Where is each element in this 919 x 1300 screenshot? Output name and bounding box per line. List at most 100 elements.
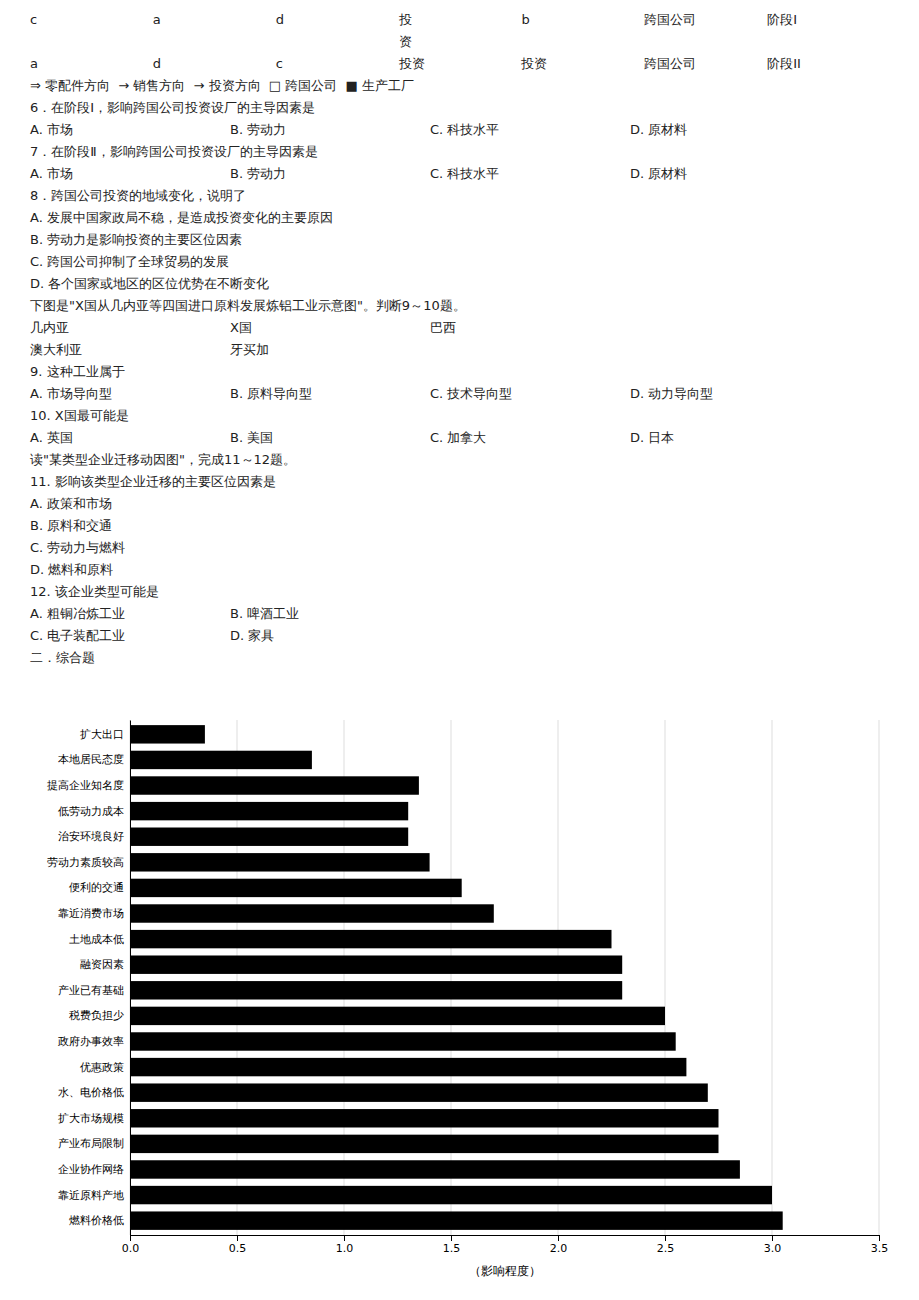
- annotation-line: A. 粗铜冶炼工业: [30, 606, 125, 621]
- grid-line: [558, 720, 559, 1235]
- bar: [130, 776, 419, 794]
- tick-label: 劳动力素质较高: [47, 856, 124, 869]
- bar: [130, 1007, 665, 1025]
- tick: 劳动力素质较高: [47, 856, 130, 869]
- tick: 水、电价格低: [58, 1086, 130, 1099]
- annotation-line: C. 技术导向型: [430, 386, 512, 401]
- annotation: A. 市场导向型: [30, 386, 112, 401]
- annotation-line: D. 原材料: [630, 122, 687, 137]
- annotation-line: 阶段II: [767, 56, 801, 71]
- annotation-line: X国: [230, 320, 252, 335]
- annotation-line: C. 劳动力与燃料: [30, 540, 125, 555]
- annotation-line: C. 科技水平: [430, 122, 499, 137]
- grid: [130, 720, 879, 1235]
- annotation: B. 啤酒工业: [230, 606, 299, 621]
- tick: 靠近原料产地: [58, 1189, 130, 1202]
- annotation: 下图是"X国从几内亚等四国进口原料发展炼铝工业示意图"。判断9～10题。: [30, 298, 466, 313]
- annotation-line: A. 市场导向型: [30, 386, 112, 401]
- x-axis-title: （影响程度）: [469, 1264, 541, 1278]
- annotation: A. 市场: [30, 122, 73, 137]
- bar: [130, 1135, 719, 1153]
- annotation: B. 原料和交通: [30, 518, 112, 533]
- grid-line: [130, 720, 131, 1235]
- annotation: A. 英国: [30, 430, 73, 445]
- bar: [130, 1160, 740, 1178]
- annotation-line: B. 劳动力: [230, 122, 286, 137]
- grid-line: [772, 720, 773, 1235]
- x-axis: 0.00.51.01.52.02.53.03.5: [122, 1235, 889, 1255]
- tick: 靠近消费市场: [58, 907, 130, 920]
- annotation-line: 二．综合题: [30, 650, 95, 665]
- tick-label: 水、电价格低: [58, 1086, 124, 1099]
- annotation-line: D. 日本: [630, 430, 674, 445]
- annotation: 几内亚: [30, 320, 69, 335]
- annotation-line: ⇒ 零配件方向 → 销售方向 → 投资方向 □ 跨国公司 ■ 生产工厂: [30, 78, 414, 93]
- tick-label: 政府办事效率: [58, 1035, 124, 1048]
- annotation-line: A. 发展中国家政局不稳，是造成投资变化的主要原因: [30, 210, 333, 225]
- tick: 企业协作网络: [58, 1163, 130, 1176]
- annotation: 阶段II: [767, 56, 801, 71]
- annotation: c: [30, 12, 37, 27]
- annotation: A. 市场: [30, 166, 73, 181]
- annotation-line: 投资: [520, 56, 547, 71]
- axis-line: [131, 1236, 880, 1242]
- tick-label: 低劳动力成本: [58, 805, 124, 818]
- annotation: B. 劳动力是影响投资的主要区位因素: [30, 232, 242, 247]
- annotation: B. 劳动力: [230, 166, 286, 181]
- tick: 2.0: [550, 1235, 568, 1255]
- tick-mark: [237, 1235, 238, 1241]
- tick-label: 融资因素: [80, 958, 124, 971]
- bar: [130, 930, 612, 948]
- annotation: 跨国公司: [644, 12, 696, 27]
- tick: 产业布局限制: [58, 1137, 130, 1150]
- annotation-line: c: [276, 56, 283, 71]
- annotation: ⇒ 零配件方向 → 销售方向 → 投资方向 □ 跨国公司 ■ 生产工厂: [30, 78, 414, 93]
- annotation-line: A. 英国: [30, 430, 73, 445]
- annotation: 10. X国最可能是: [30, 408, 129, 423]
- annotation: d: [276, 12, 284, 27]
- annotation: D. 原材料: [630, 166, 687, 181]
- annotation: a: [153, 12, 161, 27]
- annotation: d: [153, 56, 161, 71]
- annotation-line: D. 动力导向型: [630, 386, 713, 401]
- tick: 3.0: [764, 1235, 782, 1255]
- annotation-line: 澳大利亚: [30, 342, 82, 357]
- bar: [130, 904, 494, 922]
- annotation: D. 燃料和原料: [30, 562, 113, 577]
- annotation-line: 11. 影响该类型企业迁移的主要区位因素是: [30, 474, 276, 489]
- grid-line: [237, 720, 238, 1235]
- annotation-line: B. 啤酒工业: [230, 606, 299, 621]
- annotation: c: [276, 56, 283, 71]
- annotation-line: a: [153, 12, 161, 27]
- annotation-line: 下图是"X国从几内亚等四国进口原料发展炼铝工业示意图"。判断9～10题。: [30, 298, 466, 313]
- bar: [130, 853, 430, 871]
- annotation-line: C. 科技水平: [430, 166, 499, 181]
- bars: [130, 725, 783, 1230]
- annotation: 阶段I: [767, 12, 797, 27]
- annotations: cad投资b跨国公司阶段Iadc投资投资跨国公司阶段II⇒ 零配件方向 → 销售…: [30, 12, 801, 665]
- annotation: 澳大利亚: [30, 342, 82, 357]
- annotation-line: D. 各个国家或地区的区位优势在不断变化: [30, 276, 269, 291]
- tick: 本地居民态度: [58, 753, 130, 766]
- tick: 产业已有基础: [58, 984, 130, 997]
- annotation-line: D. 家具: [230, 628, 274, 643]
- annotation-line: C. 跨国公司抑制了全球贸易的发展: [30, 254, 229, 269]
- bar: [130, 1058, 686, 1076]
- tick-label: 3.5: [871, 1242, 889, 1255]
- annotation-line: B. 劳动力是影响投资的主要区位因素: [30, 232, 242, 247]
- tick-label: 治安环境良好: [58, 830, 124, 843]
- annotation-line: 9. 这种工业属于: [30, 364, 125, 379]
- grid-line: [665, 720, 666, 1235]
- annotation-line: c: [30, 12, 37, 27]
- tick-label: 本地居民态度: [58, 753, 124, 766]
- annotation-line: 阶段I: [767, 12, 797, 27]
- tick-label: 优惠政策: [80, 1061, 124, 1074]
- annotation: 8．跨国公司投资的地域变化，说明了: [30, 188, 246, 203]
- annotation: 投资: [520, 56, 547, 71]
- tick: 低劳动力成本: [58, 805, 130, 818]
- annotation: C. 科技水平: [430, 166, 499, 181]
- axis-line: [130, 721, 131, 1236]
- annotation: 投资: [398, 56, 425, 71]
- tick: 1.0: [336, 1235, 354, 1255]
- tick: 0.0: [122, 1235, 140, 1255]
